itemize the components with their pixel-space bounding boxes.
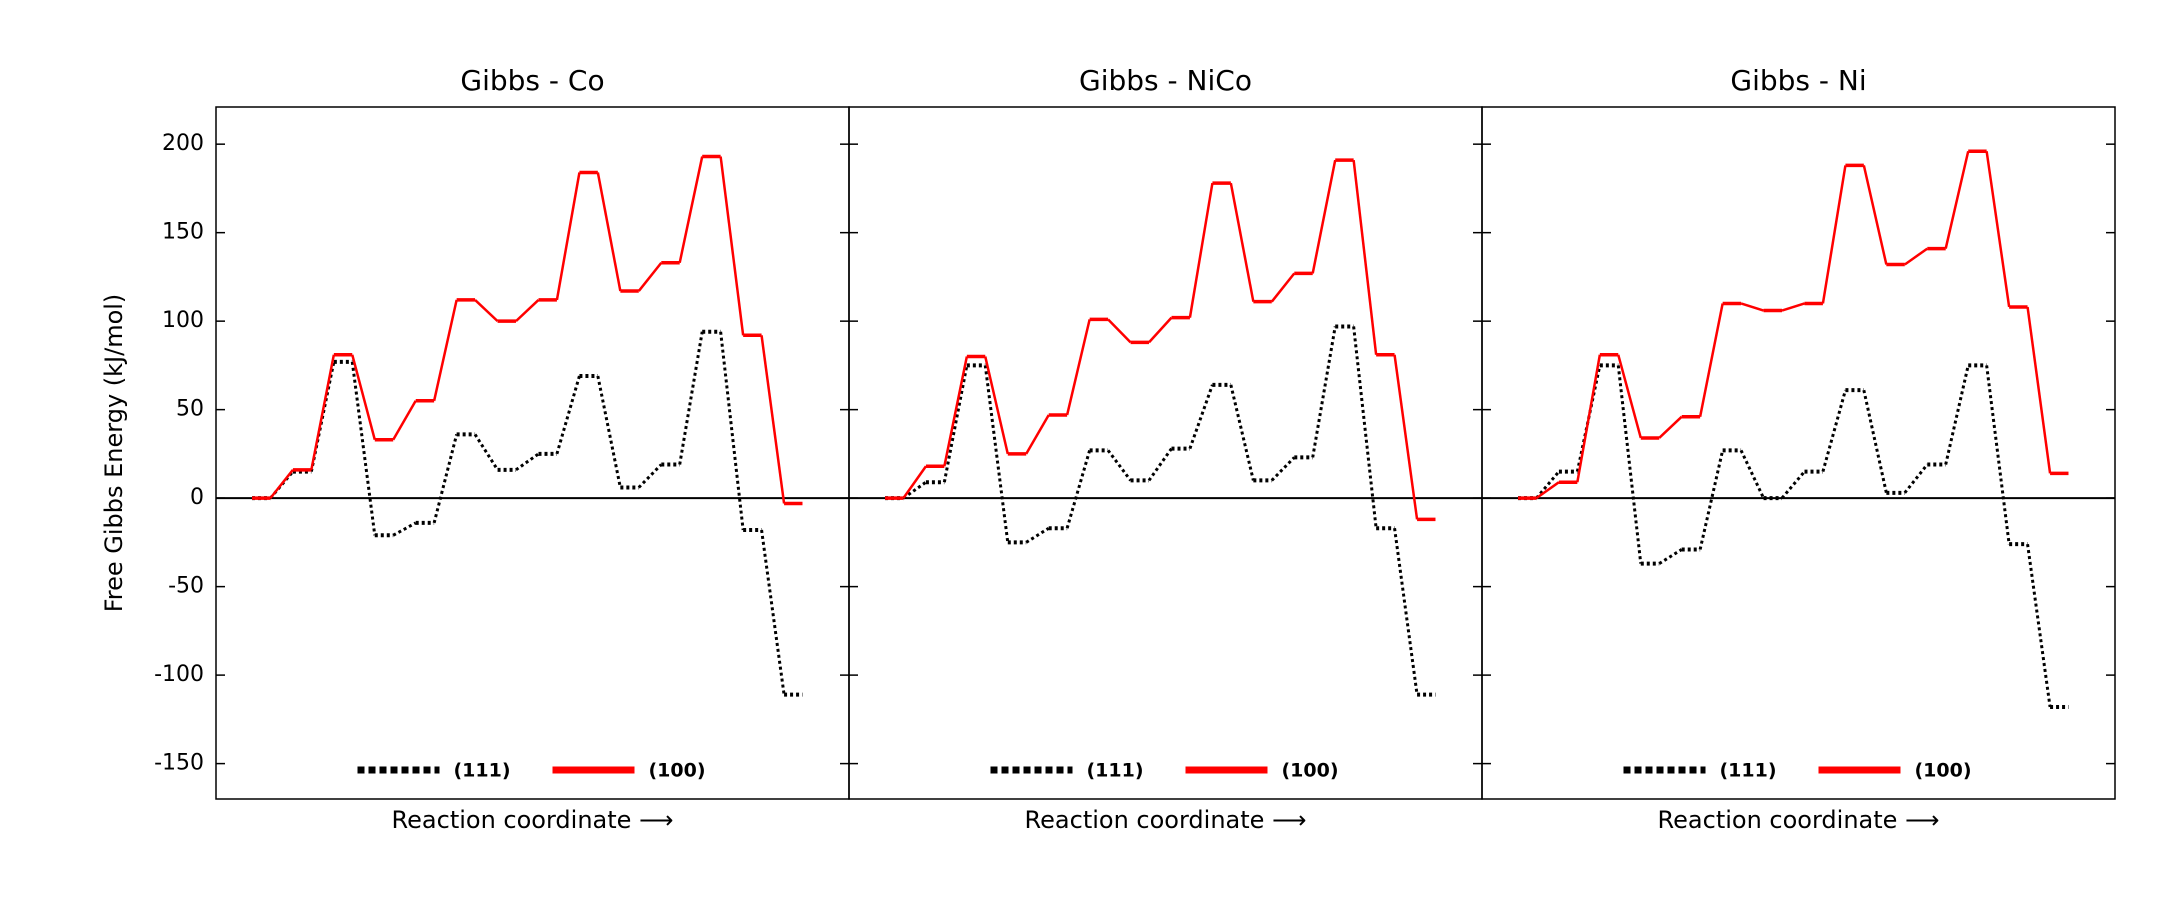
connector [432, 434, 459, 524]
y-tick-label: -50 [168, 574, 204, 599]
connector [1658, 415, 1683, 439]
connector [1393, 354, 1419, 520]
connector [902, 465, 927, 499]
legend-label: (111) [454, 760, 511, 782]
panel-title: Gibbs - Co [460, 64, 604, 97]
connector [719, 156, 745, 336]
connector [1535, 481, 1560, 500]
connector [515, 299, 540, 323]
connector [1944, 150, 1970, 249]
y-tick-label: -100 [154, 662, 204, 687]
connector [637, 261, 663, 292]
connector [392, 521, 417, 537]
connector [1821, 165, 1847, 304]
connector [1229, 182, 1255, 302]
y-tick-label: 100 [162, 308, 204, 333]
connector [269, 469, 294, 499]
connector [942, 365, 969, 483]
connector [1229, 384, 1255, 481]
panel-title: Gibbs - NiCo [1079, 64, 1252, 97]
y-tick-label: -150 [154, 751, 204, 776]
connector [596, 375, 622, 488]
connector [1576, 354, 1602, 483]
connector [1985, 151, 2011, 308]
connector [1270, 272, 1296, 303]
connector [555, 375, 581, 455]
connector [473, 433, 499, 471]
x-axis-label: Reaction coordinate ⟶ [1658, 806, 1940, 834]
connector [1311, 326, 1337, 458]
connector [350, 361, 377, 536]
connector [1781, 302, 1805, 312]
connector [760, 529, 786, 695]
connector [1106, 449, 1132, 482]
connector [1617, 354, 1642, 439]
y-tick-label: 50 [176, 397, 204, 422]
connector [1270, 456, 1296, 482]
connector [1107, 318, 1132, 344]
connector [1739, 449, 1765, 499]
connector [902, 480, 927, 500]
connector [1025, 526, 1050, 544]
connector [1352, 326, 1378, 529]
connector [1311, 159, 1337, 274]
legend-label: (100) [1915, 760, 1972, 782]
x-axis-label: Reaction coordinate ⟶ [1025, 806, 1307, 834]
connector [351, 354, 376, 441]
connector [310, 354, 336, 471]
connector [474, 299, 499, 323]
connector [1944, 365, 1970, 465]
connector [943, 356, 969, 467]
connector [2026, 306, 2052, 474]
connector [719, 331, 745, 531]
plot-frame [1481, 106, 2116, 800]
connector [1147, 447, 1173, 482]
connector [1740, 302, 1764, 312]
panel-title: Gibbs - Ni [1730, 64, 1866, 97]
connector [678, 156, 704, 264]
connector [1862, 389, 1888, 494]
connector [760, 335, 786, 504]
y-tick-label: 200 [162, 131, 204, 156]
x-axis-label: Reaction coordinate ⟶ [392, 806, 674, 834]
plot-frame [848, 106, 1483, 800]
connector [2026, 543, 2052, 708]
connector [515, 452, 540, 472]
connector [1658, 548, 1683, 565]
connector [1698, 450, 1725, 550]
legend-label: (100) [1282, 760, 1339, 782]
connector [596, 172, 622, 292]
connector [1148, 316, 1173, 344]
connector [555, 172, 581, 301]
connector [1352, 159, 1378, 355]
connector [1393, 528, 1419, 695]
connector [1188, 182, 1214, 318]
connector [1025, 414, 1050, 455]
connector [392, 400, 417, 441]
connector [1065, 449, 1092, 529]
connector [432, 299, 458, 402]
connector [1821, 389, 1847, 472]
y-tick-label: 150 [162, 220, 204, 245]
legend-label: (100) [649, 760, 706, 782]
y-axis-label: Free Gibbs Energy (kJ/mol) [100, 294, 128, 613]
connector [984, 356, 1010, 455]
y-tick-label: 0 [190, 485, 204, 510]
connector [1904, 247, 1929, 266]
connector [1698, 303, 1724, 417]
connector [678, 331, 704, 465]
legend-label: (111) [1720, 760, 1777, 782]
connector [1903, 463, 1929, 494]
plot-frame [215, 106, 850, 800]
connector [1780, 470, 1806, 500]
connector [1065, 319, 1091, 416]
connector [983, 365, 1010, 543]
connector [1862, 165, 1888, 265]
connector [1188, 384, 1214, 450]
legend-label: (111) [1087, 760, 1144, 782]
connector [1985, 365, 2011, 545]
connector [637, 463, 663, 489]
